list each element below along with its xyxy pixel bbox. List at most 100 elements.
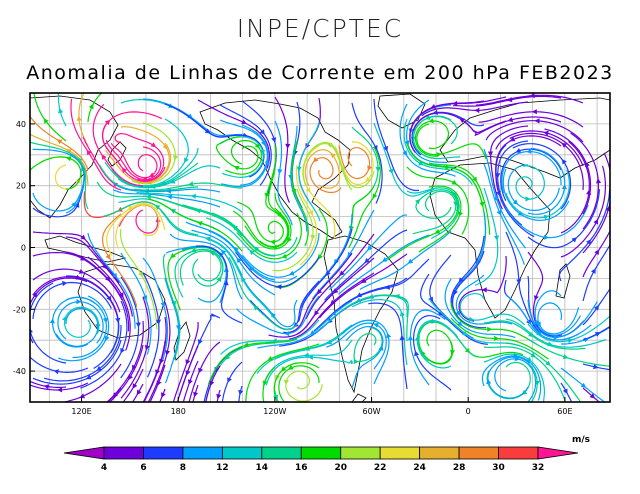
streamline-arrow bbox=[121, 167, 127, 173]
streamline-arrow bbox=[209, 380, 215, 387]
streamline-arrow bbox=[487, 151, 494, 157]
colorbar-label: 8 bbox=[180, 463, 186, 473]
streamline-arrow bbox=[155, 369, 160, 375]
colorbar: 4 6 8 12 14 16 20 22 24 28 30 32 bbox=[63, 446, 579, 473]
streamline-arrow bbox=[561, 184, 567, 190]
streamline-arrow bbox=[528, 331, 534, 337]
streamline-arrow bbox=[128, 374, 133, 381]
streamline-arrow bbox=[373, 322, 379, 328]
streamline-arrow bbox=[402, 150, 407, 156]
streamline-arrow bbox=[458, 211, 463, 217]
colorbar-segment bbox=[340, 446, 381, 460]
streamline-arrow bbox=[375, 166, 381, 172]
streamline-arrow bbox=[270, 312, 276, 318]
streamline-arrow bbox=[325, 270, 331, 276]
map-title: Anomalia de Linhas de Corrente em 200 hP… bbox=[26, 62, 614, 84]
streamline-arrow bbox=[509, 136, 516, 142]
streamline-arrow bbox=[452, 100, 458, 107]
streamline-arrow bbox=[414, 350, 420, 357]
streamline-arrow bbox=[296, 166, 302, 172]
streamline-arrow bbox=[57, 387, 63, 393]
streamline-arrow bbox=[386, 332, 392, 339]
streamline-arrow bbox=[316, 289, 323, 295]
streamline-arrow bbox=[78, 269, 85, 274]
streamline-arrow bbox=[198, 339, 203, 345]
colorbar-segment bbox=[143, 446, 184, 460]
streamline-arrow bbox=[425, 115, 431, 120]
streamline-arrow bbox=[197, 221, 203, 226]
streamline-arrow bbox=[372, 193, 378, 199]
streamline-arrow bbox=[120, 347, 125, 354]
streamline-arrow bbox=[544, 234, 550, 240]
colorbar-segment bbox=[221, 446, 263, 460]
streamline-arrow bbox=[305, 187, 311, 193]
y-tick-label: 20 bbox=[16, 182, 26, 191]
streamline-arrow bbox=[243, 342, 249, 348]
streamline-arrow bbox=[112, 392, 118, 398]
streamline-arrow bbox=[43, 118, 49, 124]
streamline-arrow bbox=[80, 234, 86, 240]
streamline-arrow bbox=[589, 393, 596, 399]
streamline-arrow bbox=[543, 214, 549, 220]
streamline-arrow bbox=[400, 311, 405, 317]
streamline-arrow bbox=[326, 339, 333, 345]
streamline-arrow bbox=[459, 118, 465, 124]
streamline-arrow bbox=[102, 263, 108, 270]
streamline-arrow bbox=[291, 188, 297, 195]
streamline-arrow bbox=[233, 246, 239, 253]
streamline-arrow bbox=[227, 377, 232, 383]
streamline-arrow bbox=[530, 352, 536, 358]
streamline-arrow bbox=[533, 295, 539, 301]
colorbar-segment bbox=[419, 446, 460, 460]
streamline-arrow bbox=[132, 364, 137, 371]
streamline-arrow bbox=[288, 364, 294, 370]
colorbar-label: 30 bbox=[492, 463, 505, 473]
streamline-arrow bbox=[267, 356, 274, 361]
colorbar-label: 28 bbox=[453, 463, 466, 473]
streamline-arrow bbox=[330, 152, 336, 159]
streamline-arrow bbox=[580, 382, 587, 388]
colorbar-label: 24 bbox=[413, 463, 426, 473]
streamline-arrow bbox=[462, 330, 468, 336]
y-tick-label: -40 bbox=[13, 367, 26, 376]
streamline-arrow bbox=[265, 161, 271, 167]
streamline-arrow bbox=[428, 118, 434, 124]
streamline-arrow bbox=[216, 393, 222, 400]
streamline-arrow bbox=[476, 258, 482, 265]
coast-new-zealand bbox=[173, 321, 191, 361]
streamline-arrow bbox=[310, 234, 316, 240]
streamline-arrow bbox=[453, 289, 458, 296]
streamline-arrow bbox=[481, 287, 487, 293]
streamline-arrow bbox=[434, 229, 441, 234]
streamline-arrow bbox=[474, 107, 480, 113]
x-tick-label: 60W bbox=[363, 407, 381, 416]
colorbar-label: 4 bbox=[101, 463, 107, 473]
x-tick-label: 0 bbox=[466, 407, 471, 416]
colorbar-segment bbox=[103, 446, 144, 460]
x-tick-label: 180 bbox=[171, 407, 186, 416]
streamline-arrow bbox=[415, 198, 421, 205]
streamline-arrow bbox=[185, 359, 191, 365]
streamline-arrow bbox=[561, 142, 567, 148]
streamline-arrow bbox=[445, 164, 451, 170]
streamline-arrow bbox=[353, 358, 359, 365]
streamline-arrow bbox=[149, 172, 155, 178]
colorbar-segment bbox=[182, 446, 223, 460]
streamline-arrow bbox=[313, 157, 319, 163]
streamline-arrow bbox=[170, 253, 176, 259]
streamline-arrow bbox=[593, 218, 599, 225]
streamline-arrow bbox=[104, 335, 110, 342]
streamline-arrow bbox=[165, 350, 171, 356]
streamline-arrow bbox=[49, 318, 55, 324]
colorbar-segment bbox=[458, 446, 499, 460]
streamline-arrow bbox=[136, 389, 142, 396]
streamline-arrow bbox=[142, 295, 148, 301]
colorbar-unit-label: m/s bbox=[572, 435, 590, 445]
streamline-arrow bbox=[388, 168, 394, 175]
streamline-arrow bbox=[85, 374, 92, 380]
streamline-arrow bbox=[531, 109, 537, 115]
streamline-arrow bbox=[562, 388, 568, 394]
streamline-arrow bbox=[138, 271, 143, 278]
streamline-arrow bbox=[486, 378, 492, 385]
streamline-arrow bbox=[112, 272, 118, 279]
